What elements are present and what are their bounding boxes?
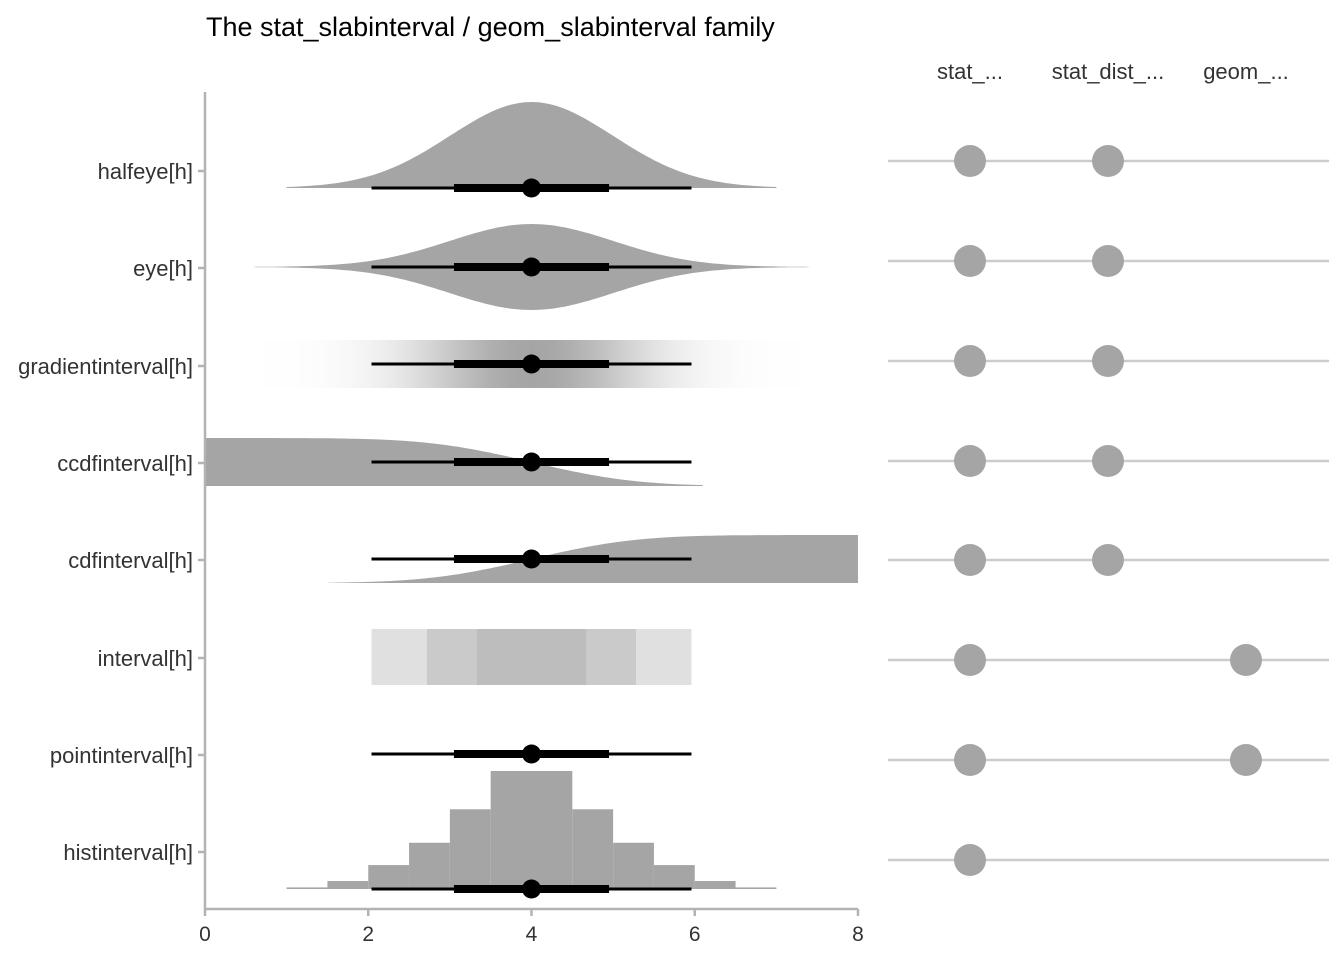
- point-estimate: [522, 257, 541, 277]
- availability-dot: [1092, 544, 1124, 576]
- y-tick-label: cdfinterval[h]: [68, 548, 193, 573]
- availability-dot: [1092, 245, 1124, 277]
- x-tick-label: 6: [689, 923, 701, 946]
- availability-dot: [954, 445, 986, 477]
- y-tick-label: eye[h]: [133, 256, 193, 281]
- histogram-bar: [735, 887, 777, 889]
- availability-dot: [954, 145, 986, 177]
- histogram-bar: [490, 771, 532, 889]
- column-header: stat_dist_...: [1052, 59, 1165, 84]
- availability-dot: [1092, 145, 1124, 177]
- availability-dot: [1092, 345, 1124, 377]
- y-tick-label: gradientinterval[h]: [18, 354, 193, 379]
- availability-dot: [954, 544, 986, 576]
- chart-title: The stat_slabinterval / geom_slabinterva…: [206, 12, 775, 42]
- y-tick-label: histinterval[h]: [63, 840, 193, 865]
- availability-dot: [954, 345, 986, 377]
- point-estimate: [522, 354, 541, 374]
- histogram-bar: [531, 771, 573, 889]
- histogram-bar: [409, 842, 450, 889]
- histogram-bar: [613, 842, 654, 889]
- y-tick-label: pointinterval[h]: [50, 743, 193, 768]
- right-panel: stat_... stat_dist_... geom_...: [888, 59, 1329, 876]
- availability-dot: [954, 644, 986, 676]
- y-tick-label: interval[h]: [98, 646, 193, 671]
- halfeye-slab: [286, 102, 777, 188]
- point-estimate: [522, 452, 541, 472]
- point-estimate: [522, 879, 541, 899]
- histogram-bar: [368, 865, 410, 889]
- x-tick-label: 0: [199, 923, 211, 946]
- histogram-bar: [572, 809, 614, 889]
- column-header: stat_...: [937, 59, 1003, 84]
- point-estimate: [522, 744, 541, 764]
- y-tick-label: halfeye[h]: [98, 159, 193, 184]
- availability-dot: [954, 744, 986, 776]
- availability-dot: [1230, 744, 1262, 776]
- availability-dot: [1092, 445, 1124, 477]
- availability-dot: [954, 245, 986, 277]
- availability-dot: [954, 844, 986, 876]
- point-estimate: [522, 549, 541, 569]
- histogram-bar: [694, 881, 736, 889]
- x-tick-label: 4: [526, 923, 538, 946]
- histogram-bar: [449, 809, 491, 889]
- y-tick-label: ccdfinterval[h]: [57, 451, 193, 476]
- x-tick-label: 8: [852, 923, 864, 946]
- interval-band-inner: [476, 629, 587, 685]
- point-estimate: [522, 178, 541, 198]
- histogram-bar: [286, 887, 328, 889]
- left-panel: 0 2 4 6 8 halfeye[h] eye[h] gradientinterval[h]…: [18, 92, 864, 946]
- column-header: geom_...: [1203, 59, 1289, 84]
- histogram-bar: [653, 865, 695, 889]
- histogram-bar: [327, 881, 369, 889]
- x-tick-label: 2: [362, 923, 374, 946]
- availability-dot: [1230, 644, 1262, 676]
